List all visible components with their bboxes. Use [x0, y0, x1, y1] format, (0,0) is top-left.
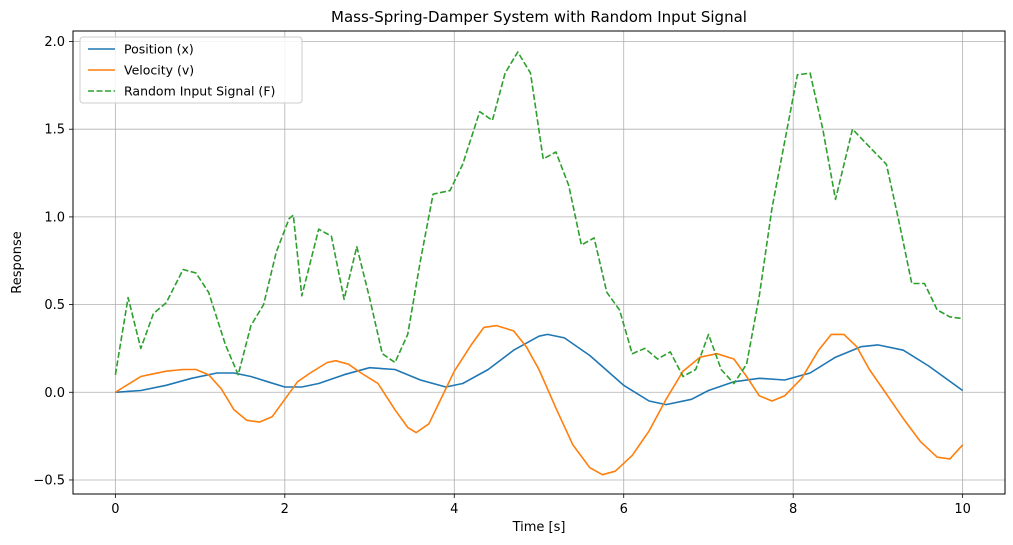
y-tick-label: 1.5: [44, 123, 65, 138]
y-tick-label: 1.0: [44, 210, 65, 225]
y-tick-label: 0.5: [44, 298, 65, 313]
legend-label-0: Position (x): [124, 42, 194, 57]
x-tick-label: 0: [111, 502, 119, 517]
x-tick-label: 8: [789, 502, 797, 517]
series-line-2: [114, 51, 963, 385]
plot-frame: [72, 30, 1006, 495]
y-tick-label: 2.0: [44, 35, 65, 50]
y-tick-label: 0.0: [44, 386, 65, 401]
x-tick-label: 6: [620, 502, 628, 517]
x-tick-label: 2: [281, 502, 289, 517]
x-axis-label: Time [s]: [512, 520, 566, 535]
legend-label-2: Random Input Signal (F): [124, 84, 275, 99]
series-line-1: [114, 324, 964, 476]
ticks: 0 2 4 6 8 10 −0.5 0.0 0.5 1.0 1.5 2.0: [33, 35, 970, 517]
legend: Position (x) Velocity (v) Random Input Sig…: [79, 36, 303, 104]
y-tick-label: −0.5: [33, 473, 65, 488]
series-layer: [114, 51, 964, 476]
x-tick-label: 10: [954, 502, 971, 517]
series-line-0: [115, 333, 964, 406]
x-tick-label: 4: [450, 502, 458, 517]
legend-label-1: Velocity (v): [124, 63, 194, 78]
y-axis-label: Response: [10, 231, 25, 293]
chart-title: Mass-Spring-Damper System with Random In…: [331, 8, 747, 26]
legend-box: [79, 36, 303, 104]
